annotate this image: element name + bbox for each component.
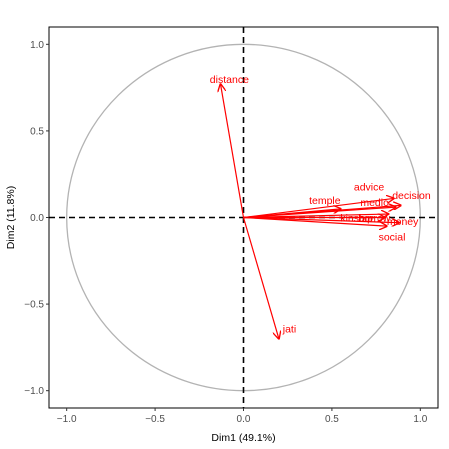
label-social: social <box>379 232 406 244</box>
arrow-advice <box>243 198 394 219</box>
label-advice: advice <box>354 181 385 193</box>
label-money: money <box>387 216 419 228</box>
y-tick-label: −0.5 <box>24 300 44 311</box>
label-decision: decision <box>392 190 431 202</box>
x-tick-label: −0.5 <box>145 414 165 425</box>
arrow-jati <box>242 217 279 339</box>
label-kinship: kinship <box>340 213 373 225</box>
arrow-money <box>243 216 400 223</box>
label-jati: jati <box>282 323 296 335</box>
x-tick-label: 0.5 <box>325 414 339 425</box>
y-tick-label: 0.0 <box>30 213 44 224</box>
y-tick-label: 0.5 <box>30 126 44 137</box>
arrow-medic <box>243 207 396 219</box>
label-distance: distance <box>210 74 249 86</box>
x-tick-label: −1.0 <box>57 414 77 425</box>
y-tick-label: −1.0 <box>24 386 44 397</box>
arrow-distance <box>221 84 245 218</box>
label-medic: medic <box>360 197 388 209</box>
label-temple: temple <box>309 195 341 207</box>
label-borrow: borrow <box>358 213 391 225</box>
x-axis-title: Dim1 (49.1%) <box>211 432 275 444</box>
x-tick-label: 1.0 <box>413 414 427 425</box>
y-axis-title: Dim2 (11.8%) <box>5 186 17 249</box>
x-tick-label: 0.0 <box>237 414 251 425</box>
y-tick-label: 1.0 <box>30 40 44 51</box>
arrow-social <box>243 216 387 227</box>
